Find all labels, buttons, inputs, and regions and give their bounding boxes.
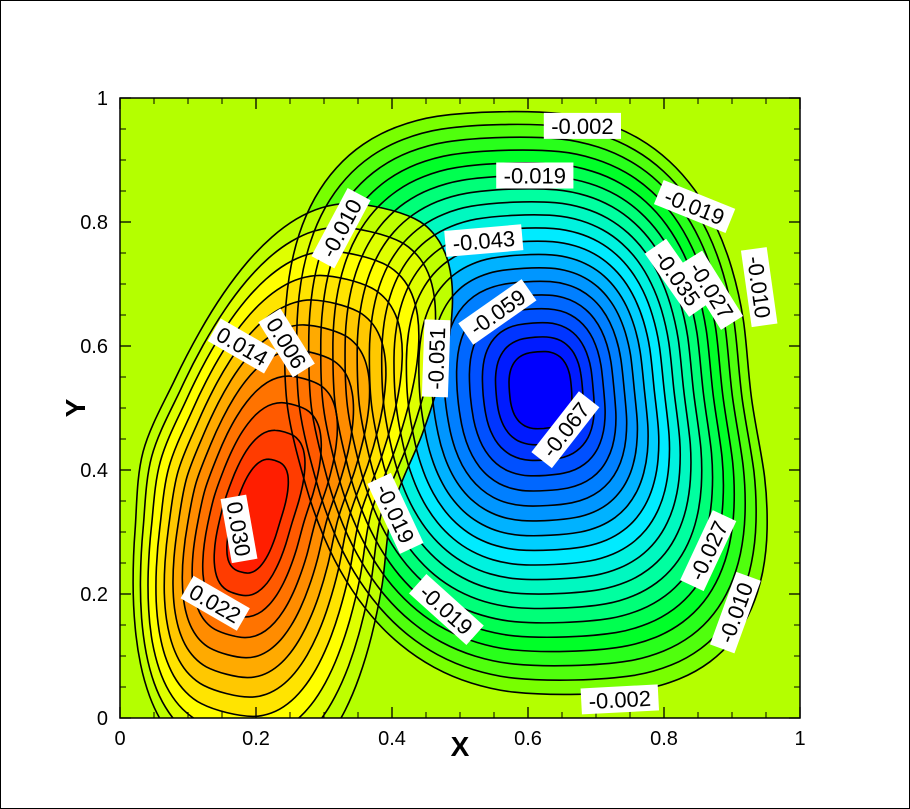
x-tick-label: 0 bbox=[114, 728, 125, 750]
x-tick-label: 1 bbox=[794, 728, 805, 750]
contour-line-negative bbox=[405, 240, 660, 552]
contour-line-negative bbox=[417, 253, 649, 537]
contour-line-positive bbox=[172, 324, 371, 679]
contour-label-box bbox=[680, 510, 737, 592]
contour-label: -0.043 bbox=[444, 224, 524, 257]
contour-line-negative bbox=[283, 110, 769, 696]
contour-line-negative bbox=[319, 149, 736, 653]
contour-label-box bbox=[543, 112, 621, 139]
contour-line-negative bbox=[430, 267, 639, 522]
contour-line-positive bbox=[155, 274, 404, 718]
contour-line-positive bbox=[181, 349, 355, 659]
contour-label-box bbox=[180, 575, 250, 631]
x-tick-label: 0.4 bbox=[378, 728, 406, 750]
contour-label-box bbox=[220, 494, 258, 564]
y-tick-label: 0.2 bbox=[80, 584, 108, 606]
contour-label-box bbox=[207, 318, 278, 374]
contour-line-positive bbox=[191, 375, 339, 639]
y-tick-label: 0.6 bbox=[80, 336, 108, 358]
contour-line-positive bbox=[163, 299, 387, 698]
y-tick-label: 0.4 bbox=[80, 460, 108, 482]
y-axis-title: Y bbox=[60, 398, 91, 417]
contour-label-box bbox=[409, 574, 484, 645]
x-tick-label: 0.8 bbox=[650, 728, 678, 750]
contour-label-text: -0.002 bbox=[588, 686, 652, 714]
contour-label-text: -0.019 bbox=[504, 164, 566, 189]
contour-label-text: -0.002 bbox=[551, 114, 613, 139]
contour-line-negative bbox=[481, 321, 596, 462]
contour-band-negative bbox=[509, 351, 572, 429]
contour-line-positive bbox=[147, 250, 420, 718]
contour-label-box bbox=[653, 179, 736, 234]
y-tick-label: 0 bbox=[97, 708, 108, 730]
contour-label-box bbox=[531, 391, 600, 469]
contour-label-box bbox=[644, 238, 711, 317]
contour-label-text: -0.043 bbox=[452, 226, 516, 256]
contour-label-box bbox=[740, 247, 778, 328]
contour-label-box bbox=[367, 472, 424, 554]
contour-line-negative bbox=[468, 307, 606, 477]
contour-label: -0.002 bbox=[580, 684, 660, 715]
contour-label-box bbox=[311, 188, 371, 269]
contour-label-box bbox=[258, 308, 315, 378]
contour-label-box bbox=[709, 571, 761, 654]
contour-line-positive bbox=[132, 202, 454, 718]
contour-line-negative bbox=[368, 201, 692, 595]
contour-label-text: -0.051 bbox=[423, 327, 450, 390]
contour-line-negative bbox=[295, 123, 757, 681]
contour-lines bbox=[132, 110, 769, 718]
contour-label-box bbox=[421, 319, 451, 398]
contour-label-box bbox=[580, 684, 660, 715]
contour-line-negative bbox=[443, 280, 628, 507]
contour-label: -0.051 bbox=[421, 319, 451, 398]
contour-label-box bbox=[496, 162, 574, 189]
contour-line-positive bbox=[201, 401, 323, 618]
contour-line-negative bbox=[356, 188, 703, 610]
y-tick-label: 0.8 bbox=[80, 212, 108, 234]
contour-line-negative bbox=[344, 175, 714, 624]
contour-label-box bbox=[458, 279, 537, 345]
contour-line-positive bbox=[139, 226, 437, 718]
axis-ticks: 00 0.2 0.2 0.4 0.4 0.6 0.6 0.8 0.8 1 1 bbox=[80, 88, 805, 750]
contour-label: -0.002 bbox=[543, 112, 621, 139]
contour-line-negative bbox=[307, 136, 747, 667]
contour-line-negative bbox=[455, 294, 617, 492]
x-tick-label: 0.2 bbox=[242, 728, 270, 750]
x-axis-title: X bbox=[451, 731, 470, 762]
contour-label-box bbox=[680, 250, 744, 330]
x-tick-label: 0.6 bbox=[514, 728, 542, 750]
contour-label: -0.019 bbox=[496, 162, 574, 189]
y-tick-label: 1 bbox=[97, 88, 108, 110]
contour-label-box bbox=[444, 224, 524, 257]
